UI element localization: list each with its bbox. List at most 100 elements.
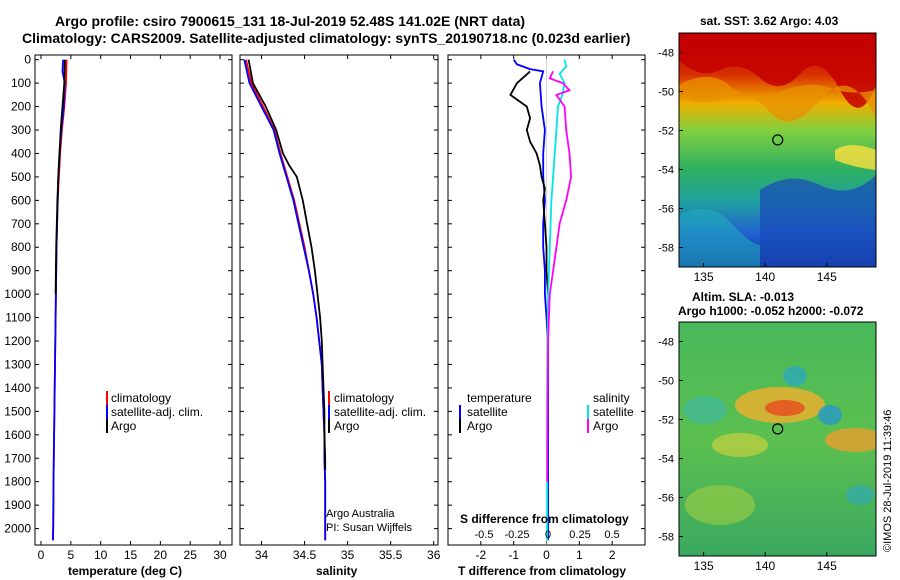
map-y-tick-label: -52 [658,126,674,138]
legend-climatology-label: climatology [111,391,171,405]
y-tick-label: 600 [11,193,31,207]
sst-argo-position-marker [772,134,784,146]
sla-map-title-1: Altim. SLA: -0.013 [692,290,794,304]
legend-satellite-label: satellite-adj. clim. [111,405,203,419]
sst-map-title: sat. SST: 3.62 Argo: 4.03 [700,14,839,28]
map-y-tick-label: -50 [658,87,674,99]
sla-low-1 [683,396,727,424]
x-tick-label: 25 [184,548,198,562]
title-line-1: Argo profile: csiro 7900615_131 18-Jul-2… [55,13,525,29]
y-tick-label: 1200 [4,334,31,348]
legend-argo-swatch [328,419,330,433]
legend-temp-satellite-label: satellite [467,405,508,419]
y-tick-label: 1100 [5,311,31,325]
sla-low-3 [783,366,807,386]
legend-satellite-swatch [106,405,108,419]
map-y-tick-label: -52 [658,415,674,427]
legend-argo-label: Argo [111,419,137,433]
map-y-tick-label: -54 [658,165,674,177]
x-tick-label: 35 [341,548,355,562]
series-line-satellite-adj-clim- [243,59,327,541]
x-tick-label: 34 [255,548,269,562]
x-tick-label: 15 [124,548,138,562]
y-tick-label: 200 [11,100,31,114]
sla-high-3 [712,433,768,457]
t-difference-xlabel: T difference from climatology [458,564,626,578]
x-tick-label: 30 [213,548,227,562]
y-tick-label: 300 [11,123,31,137]
sst-warm-zone [679,33,876,108]
temperature-panel: 0100200300400500600700800900100011001200… [4,53,233,562]
y-tick-label: 1400 [4,381,31,395]
temperature-legend: climatology satellite-adj. clim. Argo [106,391,203,433]
s-difference-tick-label: 0.5 [604,529,619,541]
s-difference-tick-label: -0.25 [504,529,529,541]
sla-map: 135 140 145 -48 -50 -52 -54 -56 -58 [658,321,877,574]
legend-temp-argo-swatch [459,419,461,433]
sla-map-frame [678,321,877,557]
legend-climatology-label: climatology [334,391,394,405]
legend-argo-swatch [106,419,108,433]
salinity-xlabel: salinity [316,564,358,578]
salinity-panel: 34 34.5 35 35.5 36 [239,54,441,562]
legend-satellite-label: satellite-adj. clim. [334,405,426,419]
x-tick-label: 36 [427,548,441,562]
difference-legend: temperature satellite Argo salinity sate… [459,391,634,433]
series-line-temperature-satellite [512,59,549,541]
map-x-tick-label: 135 [694,559,714,573]
legend-climatology-swatch [328,391,330,405]
imos-credit: ©IMOS 28-Jul-2019 11:39:46 [882,410,894,552]
s-difference-tick-label: -0.5 [475,529,494,541]
y-tick-label: 700 [11,217,31,231]
legend-salinity-title: salinity [593,391,630,405]
sst-map: 135 140 145 -48 -50 -52 -54 -56 -58 [658,32,877,285]
y-tick-label: 1300 [4,357,31,371]
map-x-tick-label: 135 [694,270,714,284]
sst-warm-eddy [835,145,876,170]
series-line-salinity-argo [546,71,573,482]
legend-sal-argo-swatch [587,419,589,433]
pi-credit: PI: Susan Wijffels [326,522,412,534]
sla-map-axes: 135 140 145 -48 -50 -52 -54 -56 -58 [658,337,837,574]
series-line-satellite-adj-clim- [52,59,66,541]
argo-australia-credit: Argo Australia [326,508,395,520]
map-x-tick-label: 140 [755,559,775,573]
y-tick-label: 1800 [4,475,31,489]
y-tick-label: 1600 [4,428,31,442]
sst-cyan-zone [679,208,760,267]
map-y-tick-label: -56 [658,204,674,216]
title-line-2: Climatology: CARS2009. Satellite-adjuste… [22,30,630,46]
y-tick-label: 100 [11,76,31,90]
x-tick-label: 2 [609,548,616,562]
map-y-tick-label: -56 [658,493,674,505]
x-tick-label: 0 [543,548,550,562]
map-y-tick-label: -50 [658,376,674,388]
s-difference-tick-label: 0 [545,529,551,541]
x-tick-label: -1 [508,548,519,562]
legend-temp-satellite-swatch [459,405,461,419]
map-y-tick-label: -48 [658,48,674,60]
legend-temp-argo-label: Argo [467,419,493,433]
s-difference-tick-label: 0.25 [569,529,590,541]
sla-mid-zone [685,485,755,525]
x-tick-label: -2 [475,548,486,562]
y-tick-label: 1000 [4,287,31,301]
x-tick-label: 20 [154,548,168,562]
sla-map-title-2: Argo h1000: -0.052 h2000: -0.072 [678,304,864,318]
y-tick-label: 900 [11,264,31,278]
x-tick-label: 0 [38,548,45,562]
plot-frame [34,54,233,546]
legend-sal-argo-label: Argo [593,419,619,433]
legend-satellite-swatch [328,405,330,419]
sla-low-2 [818,405,842,425]
series-line-argo [54,59,66,295]
sst-map-axes: 135 140 145 -48 -50 -52 -54 -56 -58 [658,48,837,285]
map-x-tick-label: 145 [817,270,837,284]
y-tick-label: 400 [11,146,31,160]
legend-argo-label: Argo [334,419,360,433]
y-tick-label: 0 [24,53,31,67]
difference-panel: -2 -1 0 1 2 [447,54,646,562]
x-tick-label: 1 [576,548,583,562]
sla-high-2 [825,428,876,452]
